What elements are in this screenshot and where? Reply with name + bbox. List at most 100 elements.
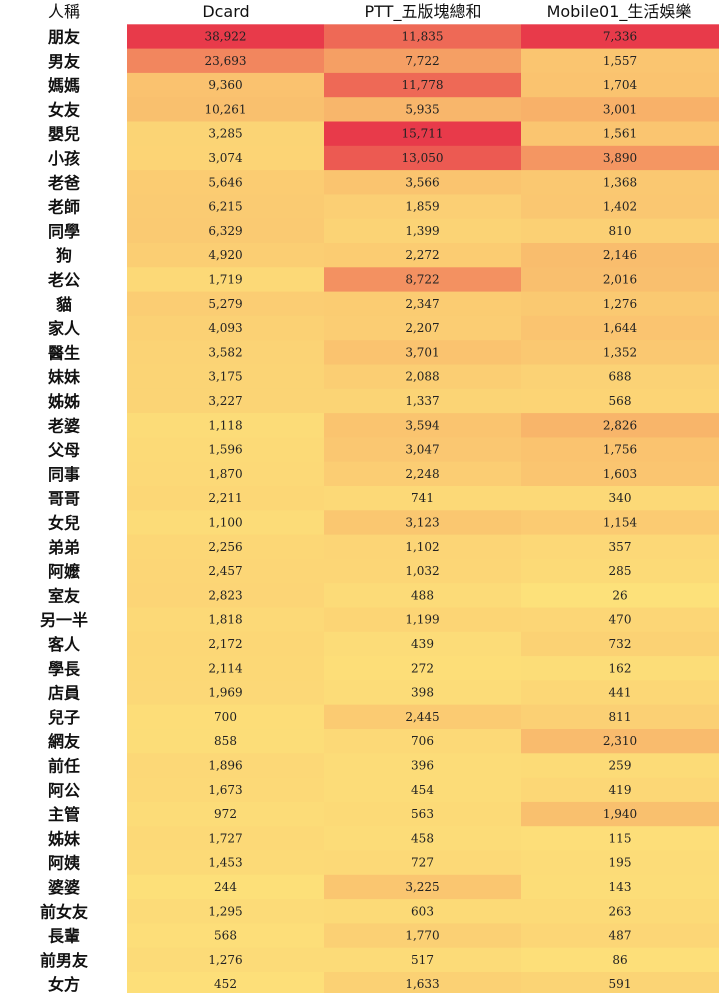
heatmap-cell xyxy=(127,704,324,730)
row-label: 前任 xyxy=(48,756,80,775)
heatmap-cell xyxy=(127,729,324,754)
row-label: 主管 xyxy=(48,805,80,824)
cell-value: 1,896 xyxy=(208,758,242,772)
cell-value: 11,778 xyxy=(402,78,444,92)
cell-value: 263 xyxy=(609,904,632,918)
row-label: 店員 xyxy=(48,684,80,703)
heatmap-cell xyxy=(324,729,521,754)
cell-value: 2,114 xyxy=(208,661,243,675)
cell-value: 488 xyxy=(411,588,434,602)
heatmap-cell xyxy=(127,607,324,633)
heatmap-cell xyxy=(127,145,324,171)
cell-value: 1,368 xyxy=(603,175,637,189)
row-label: 前男友 xyxy=(40,951,89,970)
heatmap-cell xyxy=(127,923,324,949)
cell-value: 470 xyxy=(609,613,632,627)
heatmap-cell xyxy=(521,218,719,244)
cell-value: 5,935 xyxy=(405,102,439,116)
row-label: 姊妹 xyxy=(48,829,81,848)
heatmap-cell xyxy=(324,656,521,681)
heatmap-cell xyxy=(521,899,719,924)
cell-value: 2,088 xyxy=(405,370,439,384)
row-label: 女方 xyxy=(48,975,80,993)
cell-value: 741 xyxy=(411,491,434,505)
column-header-dcard: Dcard xyxy=(202,2,249,21)
row-label: 老爸 xyxy=(47,173,80,192)
heatmap-cell xyxy=(127,243,324,268)
row-label: 阿嬤 xyxy=(48,562,80,581)
heatmap-cell xyxy=(521,947,719,973)
cell-value: 3,123 xyxy=(405,515,439,529)
heatmap-cell xyxy=(127,97,324,123)
row-label: 阿公 xyxy=(48,781,80,800)
cell-value: 10,261 xyxy=(205,102,247,116)
heatmap-cell xyxy=(521,704,719,730)
heatmap-cell xyxy=(521,340,719,366)
cell-value: 1,818 xyxy=(208,613,242,627)
heatmap-cell xyxy=(521,97,719,123)
heatmap-cell xyxy=(324,243,521,268)
cell-value: 1,644 xyxy=(603,321,638,335)
heatmap-cell xyxy=(324,267,521,293)
cell-value: 3,890 xyxy=(603,151,637,165)
row-label: 女兒 xyxy=(48,513,80,532)
cell-value: 7,722 xyxy=(405,54,439,68)
heatmap-cell xyxy=(324,218,521,244)
cell-value: 439 xyxy=(411,637,434,651)
row-header: 人稱 xyxy=(48,2,80,21)
row-label: 老婆 xyxy=(47,416,80,435)
row-label: 兒子 xyxy=(48,708,80,727)
cell-value: 3,225 xyxy=(405,880,439,894)
heatmap-cell xyxy=(324,510,521,536)
cell-value: 419 xyxy=(609,783,632,797)
heatmap-cell xyxy=(324,437,521,463)
cell-value: 1,719 xyxy=(208,272,242,286)
heatmap-cell xyxy=(324,24,521,50)
heatmap-cell xyxy=(521,121,719,147)
cell-value: 972 xyxy=(214,807,237,821)
heatmap-cell xyxy=(324,121,521,147)
row-label: 客人 xyxy=(48,635,81,654)
heatmap-cell xyxy=(127,24,324,50)
cell-value: 272 xyxy=(411,661,434,675)
row-label: 醫生 xyxy=(48,343,80,362)
cell-value: 259 xyxy=(609,758,632,772)
heatmap-cell xyxy=(521,607,719,633)
row-label: 室友 xyxy=(48,586,81,605)
cell-value: 2,826 xyxy=(603,418,637,432)
cell-value: 3,047 xyxy=(405,443,439,457)
cell-value: 568 xyxy=(214,929,237,943)
heatmap-cell xyxy=(127,631,324,657)
row-label: 老公 xyxy=(47,270,80,289)
cell-value: 115 xyxy=(609,831,632,845)
cell-value: 1,276 xyxy=(603,297,637,311)
cell-value: 9,360 xyxy=(208,78,242,92)
heatmap-cell xyxy=(324,826,521,852)
cell-value: 1,100 xyxy=(208,515,242,529)
heatmap-cell xyxy=(324,947,521,973)
cell-value: 5,646 xyxy=(208,175,242,189)
cell-value: 4,920 xyxy=(208,248,242,262)
row-label: 婆婆 xyxy=(48,878,80,897)
cell-value: 1,756 xyxy=(603,443,637,457)
cell-value: 2,211 xyxy=(208,491,242,505)
heatmap-cell xyxy=(521,558,719,584)
heatmap-cell xyxy=(324,753,521,779)
cell-value: 38,922 xyxy=(205,29,247,43)
heatmap-cell xyxy=(127,121,324,147)
heatmap-cell xyxy=(521,777,719,803)
cell-value: 732 xyxy=(609,637,632,651)
heatmap-cell xyxy=(127,48,324,74)
heatmap-cell xyxy=(127,72,324,98)
row-label: 妹妹 xyxy=(47,368,81,387)
heatmap-cell xyxy=(324,486,521,511)
heatmap-cell xyxy=(324,145,521,171)
cell-value: 3,285 xyxy=(208,127,242,141)
heatmap-cell xyxy=(521,24,719,50)
cell-value: 398 xyxy=(411,686,434,700)
heatmap-cell xyxy=(521,364,719,390)
heatmap-cell xyxy=(127,826,324,852)
heatmap-cell xyxy=(324,388,521,414)
heatmap-cell xyxy=(324,534,521,560)
heatmap-cell xyxy=(521,510,719,536)
